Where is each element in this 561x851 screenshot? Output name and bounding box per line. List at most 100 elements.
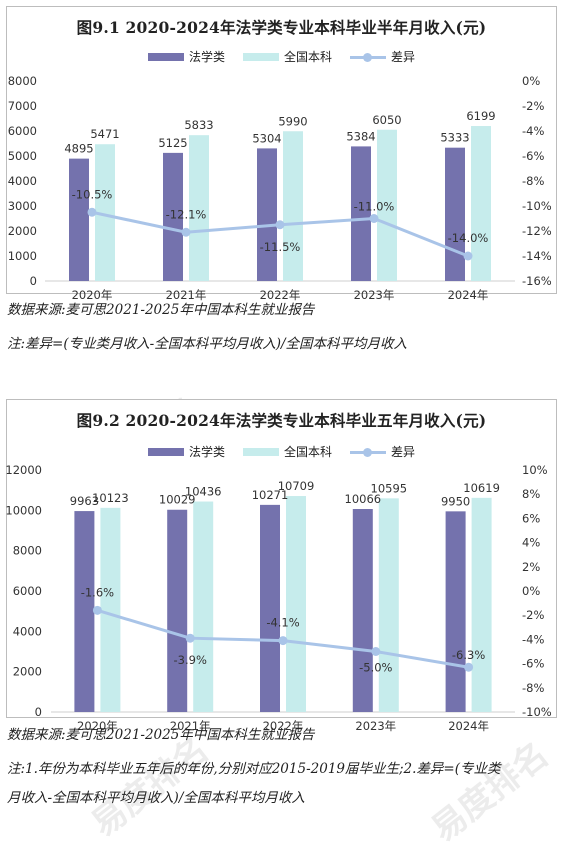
bar-value-label: 10123 [92,491,129,505]
y-tick-label: 2000 [13,665,42,679]
legend-item-diff: 差异 [350,48,415,65]
diff-value-label: -3.9% [174,653,207,667]
x-tick-label: 2021年 [170,719,211,733]
y2-tick-label: -8% [522,681,544,695]
y2-tick-label: -10% [522,705,552,719]
bar-value-label: 5304 [252,131,281,145]
bar-national [471,126,491,282]
bar-law [167,509,188,712]
chart-title: 图9.1 2020-2024年法学类专业本科毕业半年月收入(元) [76,18,487,37]
bar-value-label: 10619 [463,481,500,495]
bar-national [286,496,306,712]
y2-tick-label: -2% [522,608,544,622]
bar-value-label: 5384 [346,129,375,143]
bar-law [260,504,280,712]
diff-point [278,636,288,646]
bar-national [283,131,303,281]
bar-value-label: 9963 [70,494,99,508]
bar-value-label: 6050 [372,113,401,127]
y-tick-label: 6000 [13,584,42,598]
chart-note: 注:差异=(专业类月收入-全国本科平均月收入)/全国本科平均月收入 [7,336,408,352]
legend-swatch [350,446,386,458]
bar-national [100,507,121,712]
y2-tick-label: 10% [522,463,548,477]
y2-tick-label: 2% [522,560,540,574]
diff-point [185,633,195,643]
x-tick-label: 2022年 [263,719,304,733]
y2-tick-label: 4% [522,536,540,550]
diff-point [92,605,102,615]
y2-tick-label: -6% [522,657,544,671]
bar-law [352,509,373,712]
bar-law [69,158,89,281]
y-tick-label: 2000 [8,224,37,238]
chart-legend: 法学类 全国本科 差异 [7,48,556,65]
chart-title: 图9.2 2020-2024年法学类专业本科毕业五年月收入(元) [76,411,487,430]
diff-point [371,647,381,656]
chart-legend: 法学类 全国本科 差异 [7,443,556,460]
y2-tick-label: -10% [522,199,552,213]
diff-value-label: -12.1% [166,207,207,221]
data-source: 数据来源:麦可思2021-2025年中国本科生就业报告 [7,302,315,318]
bar-value-label: 5990 [278,114,307,128]
y-tick-label: 12000 [5,463,42,477]
diff-point [463,251,473,261]
y-tick-label: 4000 [8,174,37,188]
x-tick-label: 2021年 [166,288,207,302]
legend-swatch [147,52,184,61]
y2-tick-label: 0% [522,584,540,598]
bar-law [445,147,465,281]
legend-label: 全国本科 [283,50,332,64]
diff-value-label: -11.0% [354,200,395,214]
bar-value-label: 5125 [158,136,187,150]
diff-point [181,227,191,237]
y-tick-label: 1000 [8,249,37,263]
y-tick-label: 0 [35,705,42,719]
bar-national [471,497,492,712]
y-tick-label: 10000 [5,503,42,517]
diff-value-label: -10.5% [72,187,113,201]
bar-value-label: 10029 [159,493,196,507]
legend-item-diff: 差异 [350,443,415,460]
bar-value-label: 10595 [371,481,408,495]
bar-national [189,135,209,281]
chart-plot: 0 2000 4000 6000 8000 10000 12000 10% 8% 6% 4% 2% 0%… [5,463,552,733]
bar-national [193,501,214,712]
bar-national [377,129,397,281]
y-tick-label: 5000 [8,149,37,163]
x-tick-label: 2023年 [354,288,395,302]
bar-law [445,511,466,712]
y-tick-label: 4000 [13,624,42,638]
data-source: 数据来源:麦可思2021-2025年中国本科生就业报告 [7,727,315,743]
diff-value-label: -6.3% [452,648,485,662]
y2-tick-label: -12% [522,224,552,238]
diff-value-label: -4.1% [266,616,299,630]
legend-label: 差异 [391,445,416,459]
legend-label: 法学类 [188,445,225,459]
bar-value-label: 5333 [440,131,469,145]
diff-value-label: -11.5% [260,240,301,254]
bar-value-label: 10436 [185,485,222,499]
x-tick-label: 2024年 [448,719,489,733]
diff-point [87,207,97,217]
diff-point [275,220,285,230]
diff-value-label: -14.0% [448,231,489,245]
bar-law [163,152,183,281]
bar-national [378,498,399,712]
y-tick-label: 7000 [8,99,37,113]
y2-tick-label: -14% [522,249,552,263]
bar-value-label: 10709 [278,479,315,493]
bar-law [257,148,277,281]
chart-panel-1: 图9.1 2020-2024年法学类专业本科毕业半年月收入(元) 法学类 全国本… [6,6,557,302]
x-tick-label: 2020年 [77,719,118,733]
bar-national [95,144,115,281]
chart-panel-2: 图9.2 2020-2024年法学类专业本科毕业五年月收入(元) 法学类 全国本… [5,399,557,733]
legend-swatch [242,447,279,456]
legend-swatch [147,447,184,456]
y2-tick-label: 0% [522,74,540,88]
y-tick-label: 8000 [8,74,37,88]
bar-law [74,511,95,712]
y2-tick-label: -4% [522,124,544,138]
legend-label: 全国本科 [283,445,332,459]
legend-swatch [242,52,279,61]
